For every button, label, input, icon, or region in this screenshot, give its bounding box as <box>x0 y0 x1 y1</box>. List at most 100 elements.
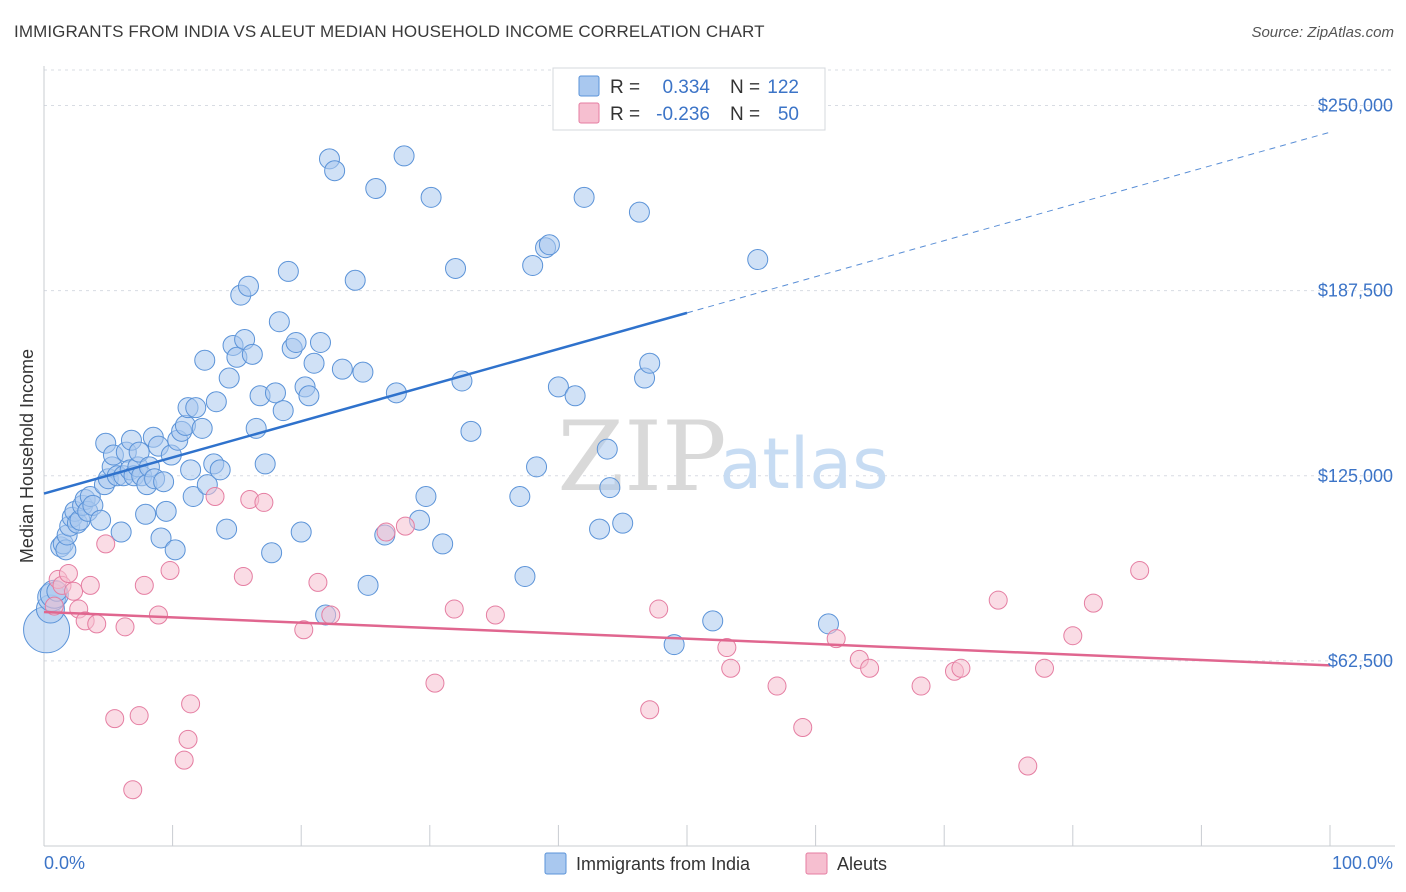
data-point-aleut <box>1130 561 1150 581</box>
data-point-aleut <box>233 566 253 586</box>
y-tick-label: $187,500 <box>1318 281 1393 301</box>
data-point-india <box>564 385 586 407</box>
data-point-aleut <box>444 599 464 619</box>
data-point-aleut <box>308 572 328 592</box>
data-point-aleut <box>767 676 787 696</box>
data-point-india <box>357 574 379 596</box>
y-tick-label: $62,500 <box>1328 651 1393 671</box>
legend-swatch-aleut <box>578 102 600 124</box>
data-point-india <box>290 521 312 543</box>
data-point-aleut <box>376 522 396 542</box>
x-tick-label: 0.0% <box>44 853 85 873</box>
bottom-legend: Immigrants from India Aleuts <box>544 852 887 875</box>
data-point-india <box>241 343 263 365</box>
data-point-india <box>298 385 320 407</box>
data-point-india <box>216 518 238 540</box>
legend-n-value-india: 122 <box>767 77 799 98</box>
data-point-india <box>639 352 661 374</box>
data-point-india <box>432 533 454 555</box>
data-point-india <box>547 376 569 398</box>
data-point-aleut <box>80 575 100 595</box>
data-point-aleut <box>1083 593 1103 613</box>
trend-line-india <box>43 311 688 495</box>
data-point-india <box>128 441 150 463</box>
data-point-india <box>573 186 595 208</box>
data-point-aleut <box>860 658 880 678</box>
data-point-aleut <box>64 581 84 601</box>
data-point-india <box>596 438 618 460</box>
data-point-india <box>415 486 437 508</box>
data-point-india <box>612 512 634 534</box>
data-point-india <box>209 459 231 481</box>
data-point-india <box>309 331 331 353</box>
data-point-india <box>393 145 415 167</box>
series-india-points <box>23 145 839 656</box>
data-point-aleut <box>294 620 314 640</box>
data-point-aleut <box>115 617 135 637</box>
data-point-india <box>150 527 172 549</box>
data-point-aleut <box>123 780 143 800</box>
data-point-aleut <box>640 700 660 720</box>
data-point-aleut <box>134 575 154 595</box>
data-point-aleut <box>717 638 737 658</box>
data-point-india <box>509 486 531 508</box>
data-point-india <box>182 486 204 508</box>
data-point-india <box>155 500 177 522</box>
y-tick-label: $125,000 <box>1318 466 1393 486</box>
data-point-aleut <box>395 516 415 536</box>
bottom-legend-swatch-aleut <box>805 852 828 875</box>
data-point-india <box>164 539 186 561</box>
data-point-aleut <box>254 492 274 512</box>
data-point-aleut <box>649 599 669 619</box>
data-point-india <box>324 160 346 182</box>
data-point-india <box>420 186 442 208</box>
data-point-aleut <box>1035 658 1055 678</box>
data-point-aleut <box>174 750 194 770</box>
data-point-aleut <box>44 596 64 616</box>
data-point-india <box>110 521 132 543</box>
y-tick-label: $250,000 <box>1318 96 1393 116</box>
data-point-aleut <box>58 564 78 584</box>
data-point-india <box>180 459 202 481</box>
watermark-atlas: atlas <box>719 423 888 505</box>
data-point-india <box>285 331 307 353</box>
data-point-aleut <box>793 718 813 738</box>
chart-title: IMMIGRANTS FROM INDIA VS ALEUT MEDIAN HO… <box>14 22 765 41</box>
data-point-aleut <box>911 676 931 696</box>
data-point-aleut <box>321 605 341 625</box>
data-point-india <box>352 361 374 383</box>
data-point-india <box>445 257 467 279</box>
data-point-india <box>264 382 286 404</box>
source-label: Source: ZipAtlas.com <box>1251 24 1394 41</box>
trend-lines <box>43 131 1331 667</box>
watermark: ZIP atlas <box>557 401 888 513</box>
data-point-aleut <box>826 629 846 649</box>
x-tick-label: 100.0% <box>1332 853 1393 873</box>
data-point-aleut <box>181 694 201 714</box>
data-point-india <box>237 275 259 297</box>
axes <box>43 66 1395 847</box>
data-point-aleut <box>988 590 1008 610</box>
data-point-india <box>628 201 650 223</box>
data-point-india <box>514 565 536 587</box>
data-point-india <box>365 177 387 199</box>
legend-n-label-india: N = <box>730 77 760 98</box>
data-point-india <box>153 471 175 493</box>
y-axis-label: Median Household Income <box>17 349 37 563</box>
data-point-india <box>331 358 353 380</box>
legend-swatch-india <box>578 75 600 97</box>
data-point-india <box>526 456 548 478</box>
y-tick-labels: $62,500 $125,000 $187,500 $250,000 <box>1318 96 1393 671</box>
legend-r-label-aleut: R = <box>610 104 640 125</box>
data-point-aleut <box>148 605 168 625</box>
data-point-aleut <box>87 614 107 634</box>
legend-n-value-aleut: 50 <box>778 104 799 125</box>
legend-r-value-aleut: -0.236 <box>656 104 710 125</box>
legend-n-label-aleut: N = <box>730 104 760 125</box>
watermark-zip: ZIP <box>557 401 726 513</box>
bottom-legend-swatch-india <box>544 852 567 875</box>
legend-r-value-india: 0.334 <box>662 77 710 98</box>
trend-line-india-extension <box>686 131 1331 314</box>
data-point-india <box>522 254 544 276</box>
